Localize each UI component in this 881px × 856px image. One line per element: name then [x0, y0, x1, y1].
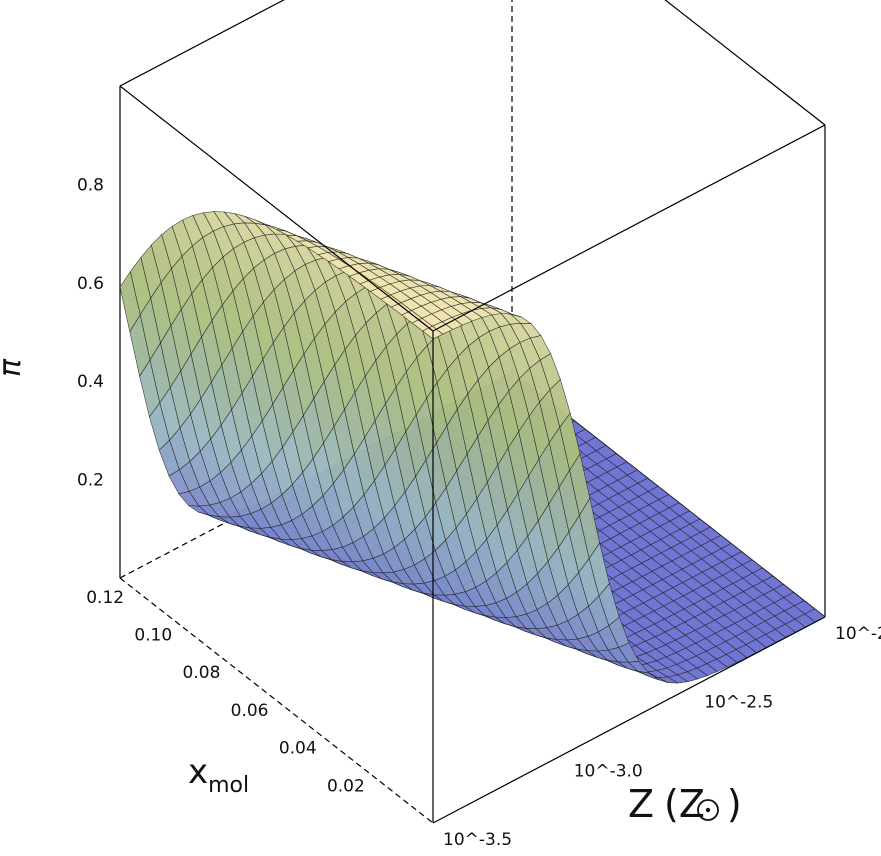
z-axis-ticks: 0.2 0.4 0.6 0.8 — [77, 175, 104, 490]
y-tick-label: 0.08 — [183, 663, 221, 683]
y-tick-label: 0.04 — [279, 739, 317, 759]
box-edge — [432, 616, 826, 824]
y-tick-label: 0.06 — [231, 701, 269, 721]
y-axis-ticks: 0.02 0.04 0.06 0.08 0.10 0.12 — [86, 588, 365, 797]
z-axis-title: π — [0, 358, 28, 377]
x-tick-label: 10^-3.5 — [443, 830, 512, 850]
y-tick-label: 0.02 — [327, 776, 365, 796]
z-tick-label: 0.6 — [77, 274, 104, 294]
box-edge — [664, 0, 826, 126]
z-tick-label: 0.8 — [77, 175, 104, 195]
x-tick-label: 10^-2.5 — [704, 693, 773, 713]
y-tick-label: 0.10 — [134, 626, 172, 646]
x-axis-ticks: 10^-3.5 10^-3.0 10^-2.5 10^-2.0 — [443, 624, 881, 850]
x-tick-label: 10^-3.0 — [574, 761, 643, 781]
bounding-box-front — [119, 0, 826, 824]
box-edge — [119, 85, 434, 332]
box-edge — [432, 124, 826, 332]
x-axis-title: Z (Z) — [628, 782, 742, 826]
z-tick-label: 0.4 — [77, 372, 104, 392]
box-edge-hidden — [119, 577, 434, 824]
y-axis-title: xmol — [188, 752, 249, 798]
y-tick-label: 0.12 — [86, 588, 124, 608]
svg-text:Z(Z): Z (Z) — [628, 782, 742, 826]
box-edge — [119, 0, 285, 87]
x-tick-label: 10^-2.0 — [835, 624, 881, 644]
surface-mesh — [119, 211, 826, 684]
z-tick-label: 0.2 — [77, 471, 104, 491]
sun-symbol-icon — [697, 799, 719, 821]
